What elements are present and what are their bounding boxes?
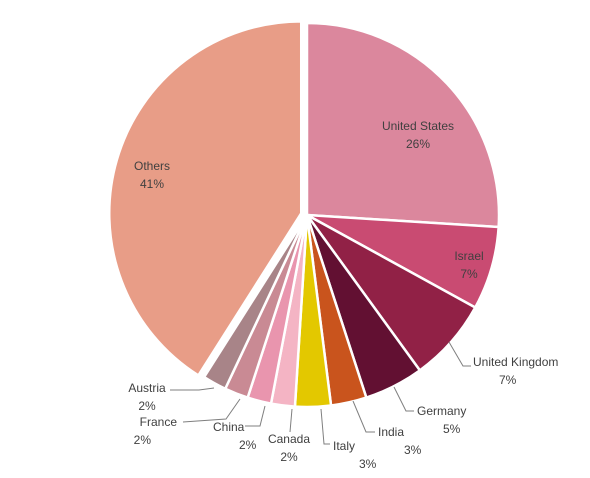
label-percent-france: 2% <box>134 433 152 447</box>
label-united-states: United States 26% <box>382 119 454 151</box>
slice-labels: United States 26% Israel 7% United Kingdom 7%… <box>128 119 558 471</box>
label-france: France 2% <box>134 415 178 447</box>
leader-line-germany <box>393 386 414 412</box>
label-percent-austria: 2% <box>138 399 156 413</box>
leader-lines <box>170 341 471 445</box>
leader-line-austria <box>170 387 215 391</box>
label-china: China 2% <box>213 420 257 452</box>
slice-others <box>108 20 303 378</box>
label-germany: Germany 5% <box>417 404 466 436</box>
label-name-india: India <box>378 425 404 439</box>
leader-line-india <box>352 400 375 433</box>
label-percent-canada: 2% <box>280 450 298 464</box>
slice-austria <box>202 214 309 391</box>
label-name-others: Others <box>134 159 170 173</box>
label-canada: Canada 2% <box>268 432 310 464</box>
label-percent-israel: 7% <box>460 267 478 281</box>
leader-line-canada <box>289 408 293 433</box>
label-name-austria: Austria <box>128 381 166 395</box>
leader-line-italy <box>320 408 330 445</box>
label-name-united-kingdom: United Kingdom <box>473 355 558 369</box>
label-percent-united-kingdom: 7% <box>499 373 517 387</box>
leader-line-china <box>245 405 266 427</box>
slice-united-states <box>305 21 501 229</box>
label-united-kingdom: United Kingdom 7% <box>473 355 558 387</box>
leader-line-france <box>182 398 241 423</box>
label-name-germany: Germany <box>417 404 466 418</box>
label-name-china: China <box>213 420 245 434</box>
label-italy: Italy 3% <box>333 439 377 471</box>
label-austria: Austria 2% <box>128 381 166 413</box>
label-percent-india: 3% <box>404 443 422 457</box>
label-name-israel: Israel <box>454 249 483 263</box>
label-percent-germany: 5% <box>443 422 461 436</box>
label-others: Others 41% <box>134 159 170 191</box>
label-percent-china: 2% <box>239 438 257 452</box>
label-name-united-states: United States <box>382 119 454 133</box>
label-india: India3% <box>378 425 422 457</box>
label-name-france: France <box>140 415 178 429</box>
label-percent-others: 41% <box>140 177 164 191</box>
label-name-canada: Canada <box>268 432 310 446</box>
pie-slices <box>108 20 501 409</box>
leader-line-united-kingdom <box>448 341 471 367</box>
label-percent-italy: 3% <box>359 457 377 471</box>
label-israel: Israel 7% <box>454 249 483 281</box>
label-percent-united-states: 26% <box>406 137 430 151</box>
label-name-italy: Italy <box>333 439 355 453</box>
